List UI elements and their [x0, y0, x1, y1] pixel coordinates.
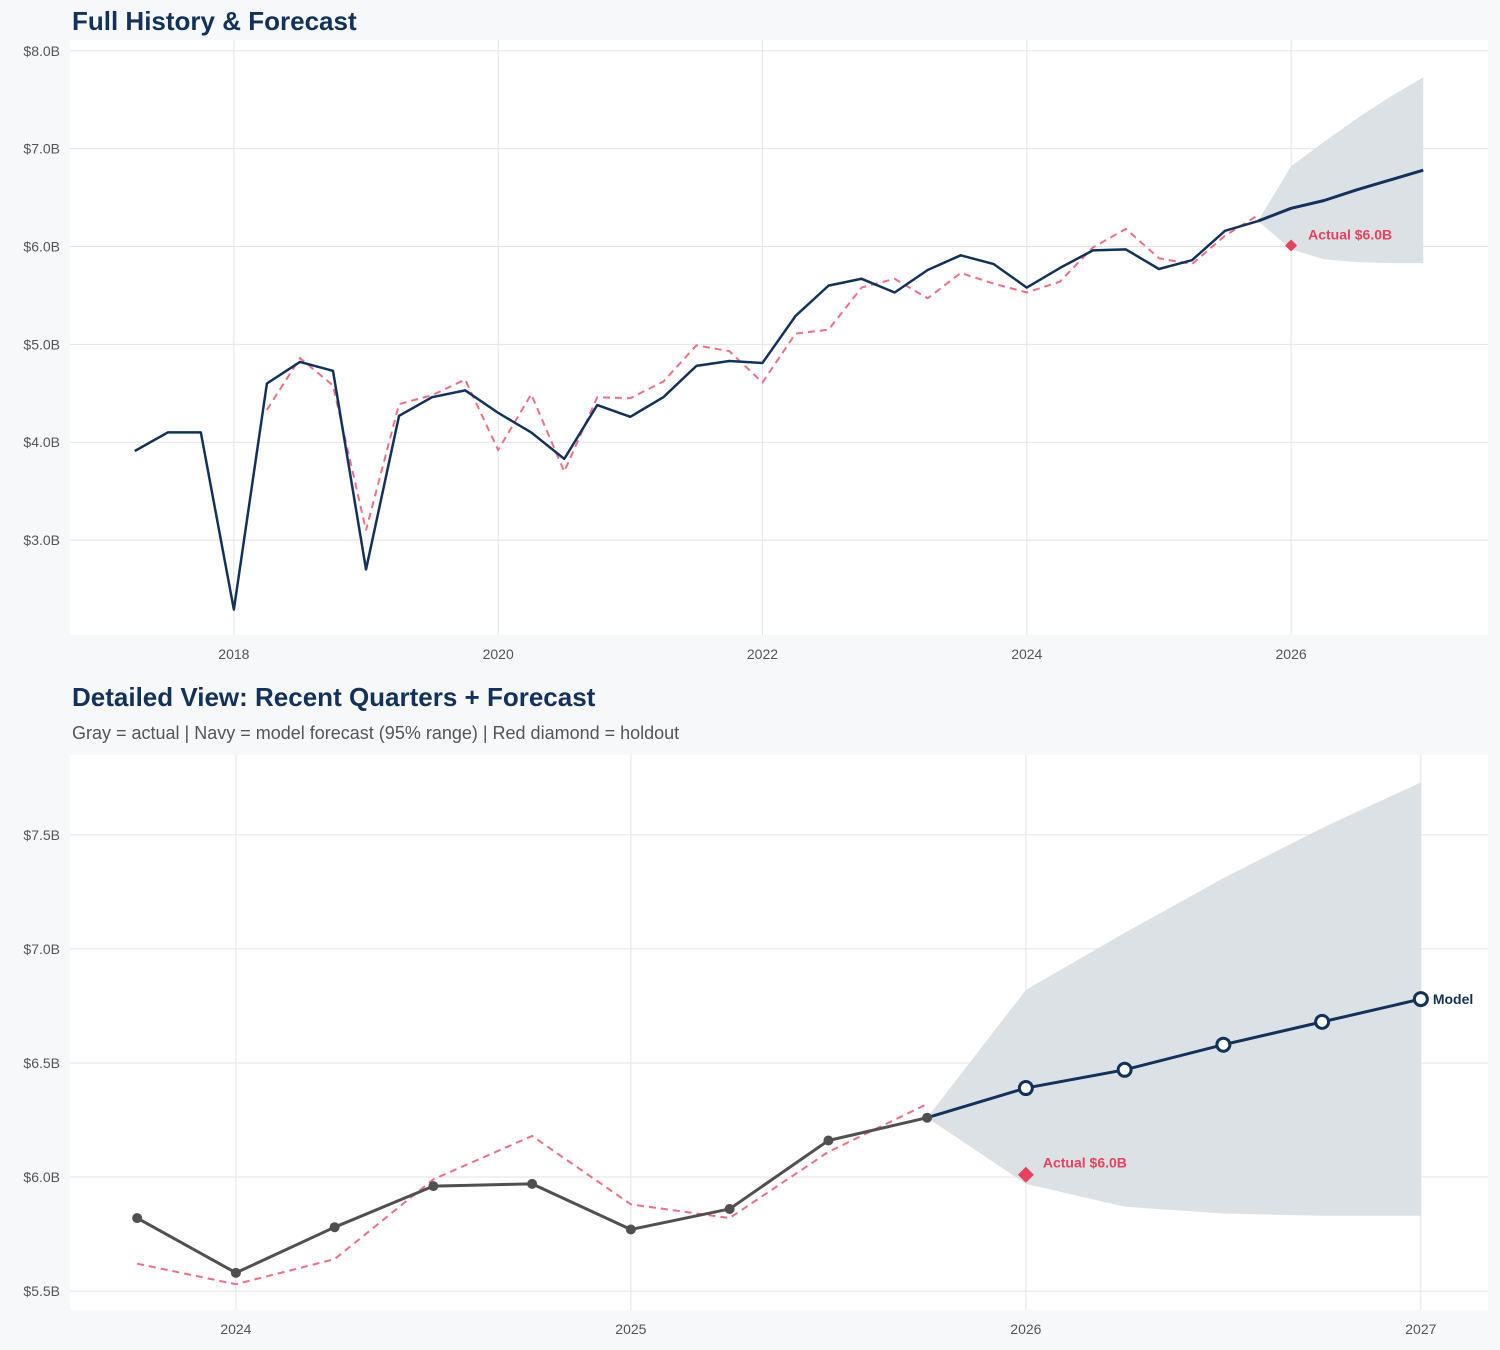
actual-point — [329, 1222, 340, 1233]
fitted-line — [136, 1103, 928, 1286]
x-tick-label: 2026 — [1010, 1321, 1041, 1337]
y-tick-label: $8.0B — [23, 43, 60, 59]
holdout-label: Actual $6.0B — [1043, 1155, 1127, 1171]
x-tick-label: 2022 — [747, 646, 778, 662]
x-tick-label: 2018 — [218, 646, 249, 662]
y-tick-label: $7.0B — [23, 941, 60, 957]
chart-2-subtitle: Gray = actual | Navy = model forecast (9… — [72, 723, 680, 743]
x-tick-label: 2027 — [1405, 1321, 1436, 1337]
chart-1-title: Full History & Forecast — [72, 6, 357, 36]
actual-point — [625, 1224, 636, 1235]
actual-line — [134, 219, 1259, 611]
actual-point — [132, 1213, 143, 1224]
chart-2-title: Detailed View: Recent Quarters + Forecas… — [72, 682, 596, 712]
forecast-point — [1017, 1080, 1034, 1097]
y-tick-label: $3.0B — [23, 532, 60, 548]
y-tick-label: $7.0B — [23, 141, 60, 157]
holdout-diamond — [1017, 1166, 1034, 1183]
actual-point — [527, 1178, 538, 1189]
y-tick-label: $6.0B — [23, 1169, 60, 1185]
actual-point — [922, 1112, 933, 1123]
forecast-line — [926, 997, 1422, 1120]
full-history-chart: $3.0B $4.0B $5.0B $6.0B $7.0B $8.0B 2018 2020 20… — [23, 40, 1488, 662]
y-tick-label: $7.5B — [23, 827, 60, 843]
holdout-label: Actual $6.0B — [1308, 227, 1392, 243]
forecast-point — [1314, 1013, 1331, 1030]
y-tick-label: $6.0B — [23, 238, 60, 254]
x-tick-label: 2025 — [615, 1321, 646, 1337]
x-tick-label: 2026 — [1276, 646, 1307, 662]
y-tick-label: $4.0B — [23, 434, 60, 450]
y-tick-label: $5.0B — [23, 336, 60, 352]
actual-point — [823, 1135, 834, 1146]
x-tick-label: 2024 — [220, 1321, 251, 1337]
fitted-line — [266, 214, 1259, 531]
forecast-band — [1258, 77, 1424, 264]
forecast-band — [927, 782, 1421, 1216]
actual-point — [724, 1203, 735, 1214]
holdout-diamond — [1285, 239, 1298, 252]
model-label: Model — [1433, 991, 1473, 1007]
forecast-point — [1116, 1061, 1133, 1078]
actual-point — [428, 1181, 439, 1192]
y-tick-label: $6.5B — [23, 1055, 60, 1071]
x-tick-label: 2020 — [483, 646, 514, 662]
forecast-point — [1412, 991, 1429, 1008]
y-tick-label: $5.5B — [23, 1283, 60, 1299]
x-tick-label: 2024 — [1011, 646, 1042, 662]
forecast-point — [1215, 1036, 1232, 1053]
actual-point — [230, 1267, 241, 1278]
forecast-line — [1257, 168, 1424, 223]
